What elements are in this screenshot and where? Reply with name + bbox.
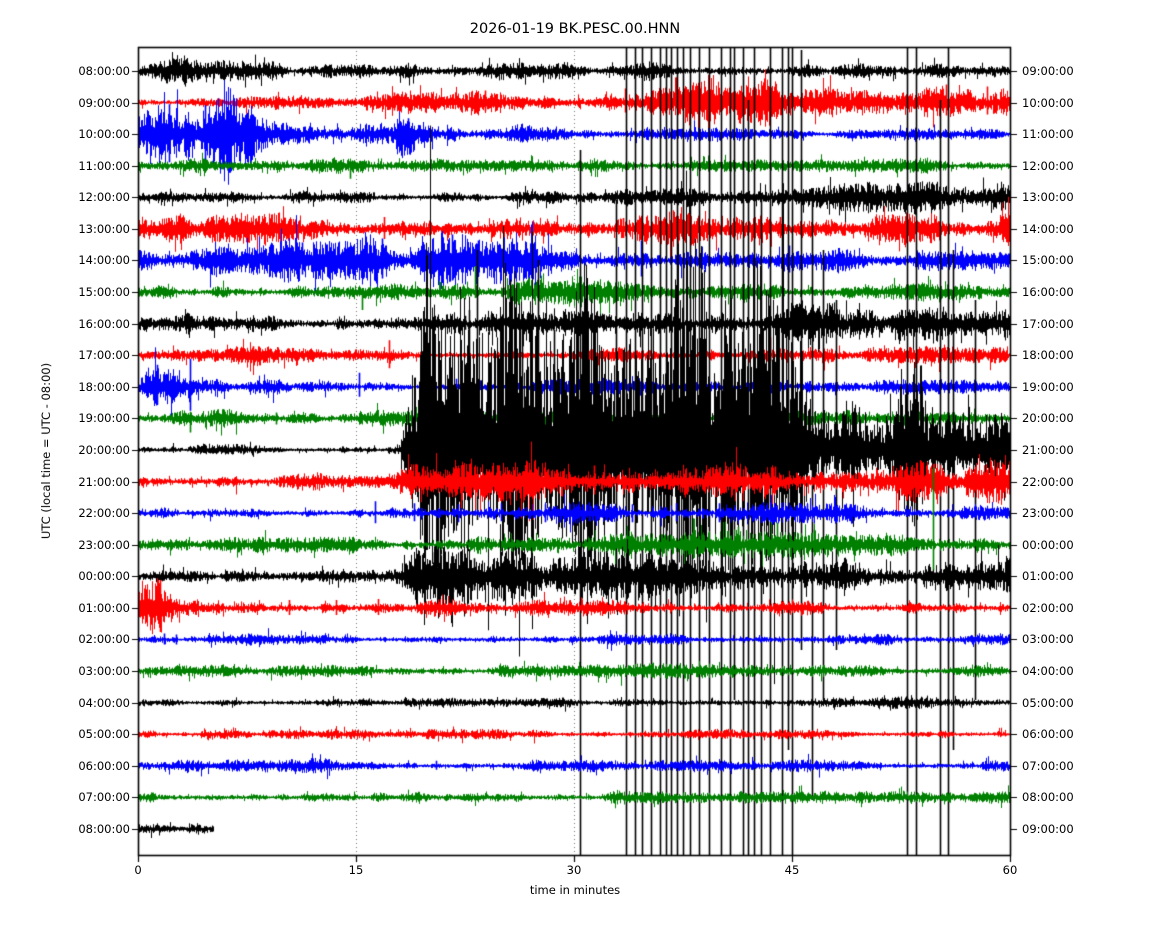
x-tick-label: 30 bbox=[566, 863, 582, 877]
plot-title: 2026-01-19 BK.PESC.00.HNN bbox=[469, 21, 681, 37]
local-time-label: 02:00:00 bbox=[1022, 600, 1074, 615]
local-time-label: 17:00:00 bbox=[1022, 316, 1074, 331]
local-time-label: 13:00:00 bbox=[1022, 190, 1074, 205]
utc-time-label: 08:00:00 bbox=[78, 64, 130, 78]
utc-time-label: 11:00:00 bbox=[78, 158, 130, 173]
local-time-label: 07:00:00 bbox=[1022, 758, 1074, 773]
utc-time-label: 19:00:00 bbox=[78, 411, 130, 426]
utc-time-label: 07:00:00 bbox=[78, 790, 130, 805]
x-axis-label: time in minutes bbox=[529, 883, 621, 897]
local-time-label: 01:00:00 bbox=[1022, 569, 1074, 584]
local-time-label: 18:00:00 bbox=[1022, 348, 1074, 363]
utc-time-label: 00:00:00 bbox=[78, 569, 130, 584]
local-time-label: 08:00:00 bbox=[1022, 790, 1074, 805]
utc-time-label: 13:00:00 bbox=[78, 221, 130, 236]
local-time-label: 14:00:00 bbox=[1022, 221, 1074, 236]
local-time-label: 16:00:00 bbox=[1022, 285, 1074, 300]
utc-time-label: 17:00:00 bbox=[78, 348, 130, 363]
x-tick-label: 60 bbox=[1002, 863, 1018, 877]
utc-time-label: 21:00:00 bbox=[78, 474, 130, 489]
local-time-label: 00:00:00 bbox=[1022, 537, 1074, 552]
utc-time-label: 20:00:00 bbox=[78, 442, 130, 457]
utc-time-label: 08:00:00 bbox=[78, 821, 130, 836]
utc-time-label: 15:00:00 bbox=[78, 285, 130, 300]
local-time-label: 09:00:00 bbox=[1022, 64, 1074, 78]
utc-time-label: 01:00:00 bbox=[78, 600, 130, 615]
utc-time-label: 09:00:00 bbox=[78, 95, 130, 110]
local-time-label: 19:00:00 bbox=[1022, 379, 1074, 394]
utc-time-label: 12:00:00 bbox=[78, 190, 130, 205]
utc-time-label: 04:00:00 bbox=[78, 695, 130, 710]
local-time-label: 21:00:00 bbox=[1022, 442, 1074, 457]
utc-time-label: 16:00:00 bbox=[78, 316, 130, 331]
utc-time-label: 23:00:00 bbox=[78, 537, 130, 552]
utc-time-label: 22:00:00 bbox=[78, 506, 130, 521]
utc-time-label: 06:00:00 bbox=[78, 758, 130, 773]
utc-time-label: 02:00:00 bbox=[78, 632, 130, 647]
local-time-label: 06:00:00 bbox=[1022, 727, 1074, 742]
utc-time-label: 03:00:00 bbox=[78, 664, 130, 679]
x-tick-label: 45 bbox=[784, 863, 800, 877]
utc-time-label: 18:00:00 bbox=[78, 379, 130, 394]
local-time-label: 20:00:00 bbox=[1022, 411, 1074, 426]
utc-time-label: 10:00:00 bbox=[78, 127, 130, 142]
local-time-label: 03:00:00 bbox=[1022, 632, 1074, 647]
local-time-label: 11:00:00 bbox=[1022, 127, 1074, 142]
local-time-label: 22:00:00 bbox=[1022, 474, 1074, 489]
x-tick-label: 0 bbox=[134, 863, 142, 877]
x-tick-label: 15 bbox=[348, 863, 364, 877]
local-time-label: 10:00:00 bbox=[1022, 95, 1074, 110]
local-time-label: 15:00:00 bbox=[1022, 253, 1074, 268]
utc-time-label: 05:00:00 bbox=[78, 727, 130, 742]
local-time-label: 05:00:00 bbox=[1022, 695, 1074, 710]
local-time-label: 04:00:00 bbox=[1022, 664, 1074, 679]
local-time-label: 12:00:00 bbox=[1022, 158, 1074, 173]
local-time-label: 09:00:00 bbox=[1022, 821, 1074, 836]
local-time-label: 23:00:00 bbox=[1022, 506, 1074, 521]
utc-time-label: 14:00:00 bbox=[78, 253, 130, 268]
